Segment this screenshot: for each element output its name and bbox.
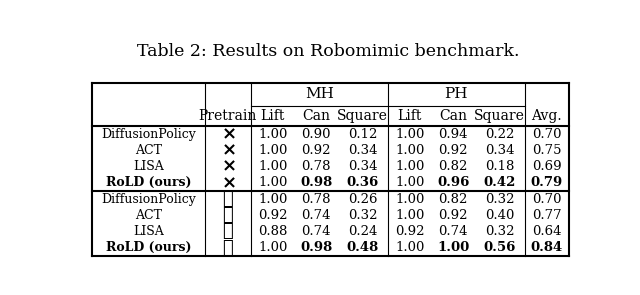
Text: Can: Can — [439, 109, 467, 123]
Text: 1.00: 1.00 — [258, 241, 287, 254]
Text: 0.77: 0.77 — [532, 209, 561, 222]
Text: 0.32: 0.32 — [485, 225, 515, 238]
Text: 0.79: 0.79 — [531, 176, 563, 189]
Text: 0.69: 0.69 — [532, 160, 561, 173]
Text: 0.34: 0.34 — [348, 144, 378, 157]
Text: LISA: LISA — [133, 225, 164, 238]
Text: 0.92: 0.92 — [258, 209, 287, 222]
Text: 0.75: 0.75 — [532, 144, 561, 157]
Text: Table 2: Results on Robomimic benchmark.: Table 2: Results on Robomimic benchmark. — [137, 43, 519, 60]
Text: 0.64: 0.64 — [532, 225, 561, 238]
Text: 1.00: 1.00 — [437, 241, 469, 254]
Text: 0.32: 0.32 — [485, 193, 515, 206]
Text: 1.00: 1.00 — [395, 209, 424, 222]
Text: ✓: ✓ — [223, 190, 234, 208]
Text: $\boldsymbol{\times}$: $\boldsymbol{\times}$ — [221, 174, 236, 192]
Text: ACT: ACT — [135, 209, 163, 222]
Text: Square: Square — [337, 109, 388, 123]
Text: 0.78: 0.78 — [301, 193, 331, 206]
Text: Lift: Lift — [260, 109, 285, 123]
Text: RoLD (ours): RoLD (ours) — [106, 176, 191, 189]
Text: 0.98: 0.98 — [300, 176, 332, 189]
Text: MH: MH — [305, 87, 333, 101]
Text: 0.74: 0.74 — [301, 209, 331, 222]
Text: 0.56: 0.56 — [483, 241, 516, 254]
Text: $\boldsymbol{\times}$: $\boldsymbol{\times}$ — [221, 125, 236, 143]
Text: DiffusionPolicy: DiffusionPolicy — [101, 128, 196, 141]
Text: 0.24: 0.24 — [348, 225, 378, 238]
Text: ✓: ✓ — [223, 222, 234, 240]
Text: 0.98: 0.98 — [300, 241, 332, 254]
Text: 0.40: 0.40 — [485, 209, 515, 222]
Text: 0.74: 0.74 — [301, 225, 331, 238]
Text: Avg.: Avg. — [531, 109, 562, 123]
Text: 0.36: 0.36 — [347, 176, 379, 189]
Text: 0.18: 0.18 — [485, 160, 515, 173]
Text: 1.00: 1.00 — [258, 160, 287, 173]
Text: 0.92: 0.92 — [395, 225, 424, 238]
Text: 1.00: 1.00 — [395, 241, 424, 254]
Text: $\boldsymbol{\times}$: $\boldsymbol{\times}$ — [221, 158, 236, 176]
Text: 0.90: 0.90 — [301, 128, 331, 141]
Text: 0.88: 0.88 — [258, 225, 287, 238]
Text: Square: Square — [474, 109, 525, 123]
Text: 0.92: 0.92 — [438, 209, 468, 222]
Text: 0.94: 0.94 — [438, 128, 468, 141]
Text: ✓: ✓ — [223, 206, 234, 224]
Text: 0.92: 0.92 — [301, 144, 331, 157]
Text: PH: PH — [444, 87, 468, 101]
Text: 0.26: 0.26 — [348, 193, 378, 206]
Text: 1.00: 1.00 — [258, 193, 287, 206]
Text: 1.00: 1.00 — [395, 144, 424, 157]
Text: 0.92: 0.92 — [438, 144, 468, 157]
Text: ✓: ✓ — [223, 239, 234, 257]
Text: 1.00: 1.00 — [258, 144, 287, 157]
Text: 0.84: 0.84 — [531, 241, 563, 254]
Text: 1.00: 1.00 — [395, 176, 424, 189]
Text: 0.82: 0.82 — [438, 160, 468, 173]
Text: Pretrain: Pretrain — [199, 109, 257, 123]
Text: DiffusionPolicy: DiffusionPolicy — [101, 193, 196, 206]
Text: LISA: LISA — [133, 160, 164, 173]
Text: $\boldsymbol{\times}$: $\boldsymbol{\times}$ — [221, 142, 236, 160]
Text: 0.78: 0.78 — [301, 160, 331, 173]
Text: 0.70: 0.70 — [532, 193, 561, 206]
Text: 1.00: 1.00 — [395, 193, 424, 206]
Text: 1.00: 1.00 — [395, 160, 424, 173]
Text: 0.96: 0.96 — [437, 176, 469, 189]
Text: 0.34: 0.34 — [348, 160, 378, 173]
Text: 0.70: 0.70 — [532, 128, 561, 141]
Text: 0.74: 0.74 — [438, 225, 468, 238]
Text: 0.82: 0.82 — [438, 193, 468, 206]
Text: 1.00: 1.00 — [258, 176, 287, 189]
Text: ACT: ACT — [135, 144, 163, 157]
Text: Lift: Lift — [397, 109, 422, 123]
Text: 0.32: 0.32 — [348, 209, 378, 222]
Text: Can: Can — [302, 109, 330, 123]
Text: 0.48: 0.48 — [347, 241, 379, 254]
Text: 0.42: 0.42 — [483, 176, 516, 189]
Text: 0.34: 0.34 — [485, 144, 515, 157]
Text: 1.00: 1.00 — [258, 128, 287, 141]
Text: 0.12: 0.12 — [348, 128, 378, 141]
Text: 1.00: 1.00 — [395, 128, 424, 141]
Text: RoLD (ours): RoLD (ours) — [106, 241, 191, 254]
Text: 0.22: 0.22 — [485, 128, 515, 141]
